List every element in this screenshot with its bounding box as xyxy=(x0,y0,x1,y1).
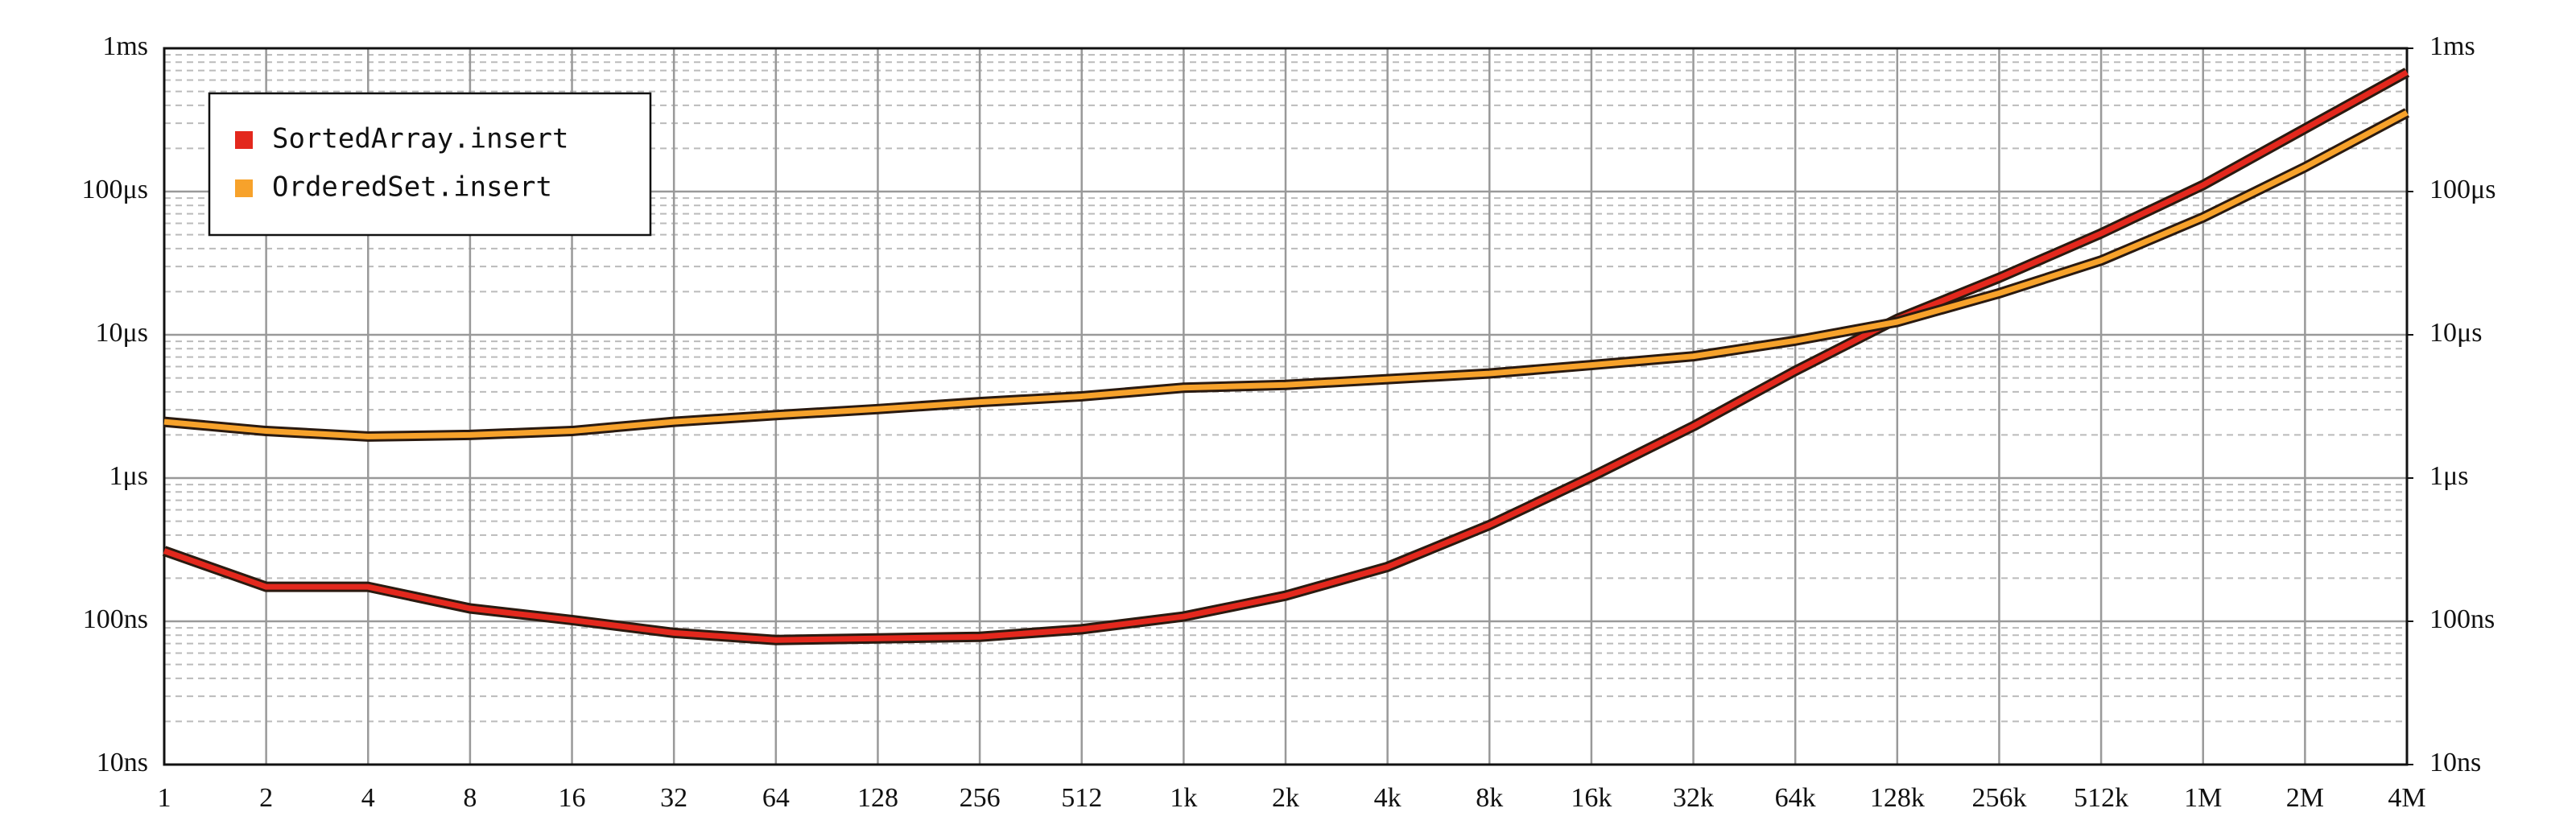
y-tick-label: 10μs xyxy=(96,318,148,348)
x-tick-label: 1 xyxy=(158,783,171,813)
x-tick-label: 4 xyxy=(361,783,375,813)
x-tick-label: 256 xyxy=(960,783,1001,813)
y2-tick-label: 1μs xyxy=(2429,461,2468,491)
x-tick-label: 4k xyxy=(1374,783,1402,813)
legend-swatch xyxy=(235,131,253,149)
x-tick-label: 8k xyxy=(1476,783,1503,813)
y-tick-label: 100μs xyxy=(82,175,148,204)
x-tick-label: 64k xyxy=(1775,783,1816,813)
x-tick-label: 8 xyxy=(463,783,477,813)
legend-label: OrderedSet.insert xyxy=(272,171,552,204)
x-tick-label: 1M xyxy=(2184,783,2222,813)
y2-tick-label: 100μs xyxy=(2429,175,2496,204)
x-tick-label: 32 xyxy=(660,783,687,813)
y2-tick-label: 10ns xyxy=(2429,748,2481,777)
plot-frame xyxy=(163,47,2409,766)
x-tick-label: 64 xyxy=(762,783,790,813)
y-tick-label: 1μs xyxy=(109,461,148,491)
x-tick-label: 512k xyxy=(2074,783,2128,813)
x-tick-label: 2k xyxy=(1272,783,1299,813)
y-tick-label: 1ms xyxy=(102,31,148,61)
x-tick-label: 2M xyxy=(2286,783,2324,813)
x-tick-label: 512 xyxy=(1061,783,1102,813)
legend: SortedArray.insert OrderedSet.insert xyxy=(208,92,652,237)
series-line xyxy=(163,109,2409,439)
series-line xyxy=(163,69,2409,643)
y-tick-label: 100ns xyxy=(83,604,148,634)
x-tick-label: 256k xyxy=(1971,783,2026,813)
y2-tick-label: 100ns xyxy=(2429,604,2495,634)
legend-swatch xyxy=(235,179,253,197)
legend-label: SortedArray.insert xyxy=(272,123,568,155)
y-tick-label: 10ns xyxy=(97,748,148,777)
x-tick-label: 16 xyxy=(559,783,586,813)
x-tick-label: 1k xyxy=(1170,783,1197,813)
x-tick-label: 128 xyxy=(857,783,898,813)
y2-tick-label: 10μs xyxy=(2429,318,2482,348)
x-tick-label: 4M xyxy=(2388,783,2425,813)
x-tick-label: 128k xyxy=(1870,783,1925,813)
x-tick-label: 16k xyxy=(1571,783,1612,813)
x-tick-label: 32k xyxy=(1673,783,1714,813)
x-tick-label: 2 xyxy=(259,783,273,813)
legend-box xyxy=(208,92,652,237)
y2-tick-label: 1ms xyxy=(2429,31,2475,61)
